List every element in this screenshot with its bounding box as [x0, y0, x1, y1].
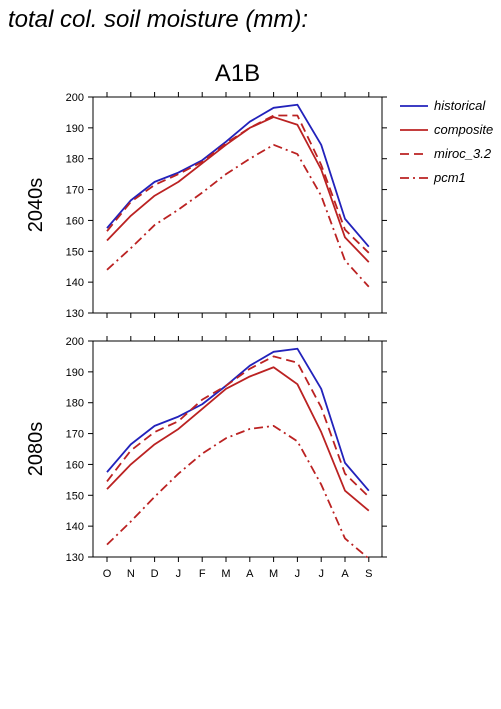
- plot-frame: [92, 96, 383, 314]
- x-tick-label: J: [176, 568, 182, 580]
- x-tick-label: O: [103, 568, 112, 580]
- x-tick-label: J: [295, 568, 301, 580]
- x-tick-label: N: [127, 568, 135, 580]
- y-tick-label: 170: [66, 429, 84, 441]
- y-tick-label: 180: [66, 154, 84, 166]
- x-tick-label: A: [341, 568, 349, 580]
- x-tick-label: F: [199, 568, 206, 580]
- figure-title: total col. soil moisture (mm):: [8, 6, 309, 33]
- y-tick-label: 200: [66, 92, 84, 104]
- series-line-composite: [106, 116, 370, 263]
- y-tick-label: 190: [66, 123, 84, 135]
- series-line-pcm1: [106, 143, 370, 288]
- x-tick-label: D: [151, 568, 159, 580]
- x-tick-label: J: [318, 568, 324, 580]
- legend-label: historical: [434, 98, 486, 113]
- legend-label: miroc_3.2: [434, 146, 492, 161]
- panel-ylabel: 2080s: [25, 422, 47, 477]
- x-tick-label: S: [365, 568, 372, 580]
- y-tick-label: 140: [66, 521, 84, 533]
- legend-label: composite: [434, 122, 493, 137]
- x-tick-label: M: [269, 568, 278, 580]
- series-line-composite: [106, 366, 370, 512]
- y-tick-label: 170: [66, 185, 84, 197]
- series-line-historical: [106, 347, 370, 492]
- y-tick-label: 190: [66, 367, 84, 379]
- y-tick-label: 140: [66, 277, 84, 289]
- series-line-miroc-3-2: [106, 114, 370, 254]
- panel-ylabel: 2040s: [25, 178, 47, 233]
- series-line-historical: [106, 103, 370, 248]
- legend-label: pcm1: [433, 170, 466, 185]
- y-tick-label: 160: [66, 459, 84, 471]
- y-tick-label: 200: [66, 336, 84, 348]
- y-tick-label: 150: [66, 246, 84, 258]
- y-tick-label: 160: [66, 215, 84, 227]
- y-tick-label: 150: [66, 490, 84, 502]
- y-tick-label: 180: [66, 398, 84, 410]
- plot-frame: [92, 340, 383, 558]
- y-tick-label: 130: [66, 308, 84, 320]
- x-tick-label: A: [246, 568, 254, 580]
- panel-2: 130 140 150 160 170 180 190 200 O N D J F M A M J J A S 2080…: [25, 336, 387, 580]
- legend: historical composite miroc_3.2 pcm1: [400, 98, 493, 185]
- x-tick-label: M: [221, 568, 230, 580]
- series-line-pcm1: [106, 424, 370, 560]
- panel-1: 130 140 150 160 170 180 190 200 A1B 2040s: [25, 60, 387, 320]
- series-line-miroc-3-2: [106, 355, 370, 498]
- y-tick-label: 130: [66, 552, 84, 564]
- panel-title: A1B: [215, 60, 260, 87]
